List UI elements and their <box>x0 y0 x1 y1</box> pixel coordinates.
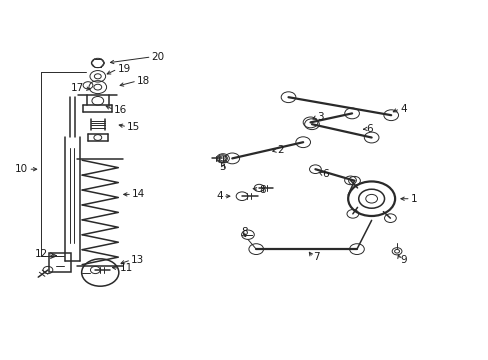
Text: 16: 16 <box>114 105 127 115</box>
Text: 6: 6 <box>321 168 328 179</box>
Text: 10: 10 <box>15 164 28 174</box>
Text: 1: 1 <box>410 194 417 204</box>
Text: 11: 11 <box>120 263 133 273</box>
Text: 8: 8 <box>259 185 265 195</box>
Text: 19: 19 <box>117 64 130 74</box>
Text: 12: 12 <box>35 249 48 259</box>
Text: 7: 7 <box>312 252 319 262</box>
Text: 3: 3 <box>316 112 323 122</box>
Text: 6: 6 <box>366 124 373 134</box>
Text: 13: 13 <box>131 255 144 265</box>
Text: 15: 15 <box>127 122 140 132</box>
Text: 4: 4 <box>399 104 406 114</box>
Text: 14: 14 <box>132 189 145 199</box>
Text: 4: 4 <box>216 191 223 201</box>
Text: 2: 2 <box>276 145 283 156</box>
Text: 8: 8 <box>241 227 248 237</box>
Text: 20: 20 <box>151 52 164 62</box>
Text: 18: 18 <box>137 76 150 86</box>
Text: 9: 9 <box>399 255 406 265</box>
Text: 17: 17 <box>71 83 84 93</box>
Text: 5: 5 <box>219 162 226 172</box>
